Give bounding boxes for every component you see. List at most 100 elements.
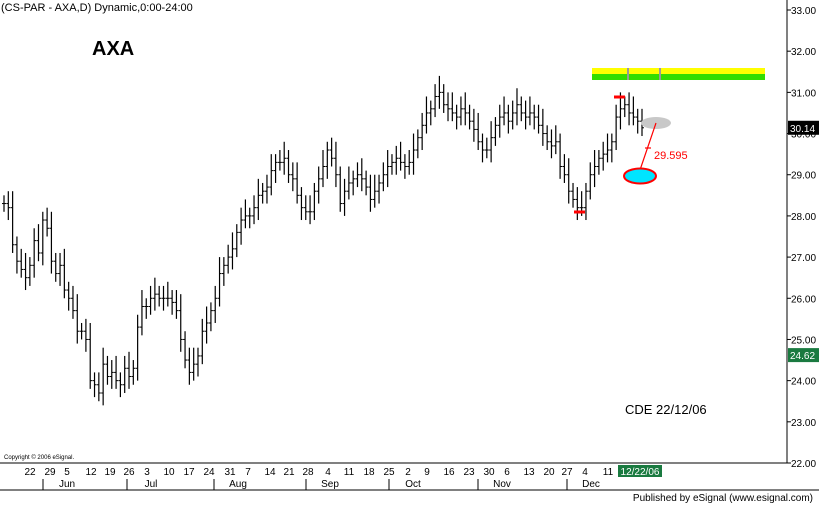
x-day-label: 2 <box>405 467 411 478</box>
ohlc-bar <box>19 248 24 278</box>
ohlc-bar <box>377 174 382 204</box>
x-month-label: Jun <box>59 479 75 490</box>
ohlc-bar <box>402 154 407 179</box>
ohlc-bar <box>96 372 101 402</box>
ohlc-bar <box>325 141 330 179</box>
y-tick-label: 29.00 <box>791 171 816 182</box>
current-price-label: 30.14 <box>790 124 815 135</box>
x-month-label: Oct <box>405 479 421 490</box>
ohlc-bar <box>346 166 351 200</box>
y-tick-label: 27.00 <box>791 253 816 264</box>
x-day-label: 29 <box>44 467 56 478</box>
x-day-label: 17 <box>183 467 195 478</box>
ohlc-bar <box>101 347 106 406</box>
ohlc-bar <box>532 104 537 130</box>
ohlc-bar <box>609 133 614 163</box>
ohlc-bar <box>411 133 416 175</box>
ohlc-bar <box>549 129 554 159</box>
ohlc-bar <box>394 145 399 175</box>
x-day-label: 22 <box>24 467 36 478</box>
ohlc-bar <box>243 199 248 229</box>
ohlc-bar <box>372 174 377 208</box>
band-yellow <box>592 68 765 74</box>
ohlc-bar <box>195 347 200 377</box>
y-tick-label: 24.00 <box>791 377 816 388</box>
ohlc-bar <box>338 166 343 212</box>
x-day-label: 6 <box>504 467 510 478</box>
ohlc-bar <box>282 141 287 175</box>
ohlc-bar <box>131 360 136 385</box>
annotations: 29.595 <box>574 68 765 214</box>
y-tick-label: 33.00 <box>791 6 816 17</box>
ohlc-bar <box>420 112 425 151</box>
ohlc-bar <box>118 372 123 398</box>
ohlc-bar <box>562 154 567 183</box>
ohlc-bar <box>277 150 282 171</box>
ohlc-bar <box>75 294 80 344</box>
ohlc-bar <box>213 285 218 323</box>
ohlc-bar <box>135 314 140 381</box>
ohlc-bar <box>588 162 593 200</box>
ohlc-bar <box>58 252 63 286</box>
ohlc-bar <box>53 252 58 282</box>
x-day-label: 16 <box>443 467 455 478</box>
ohlc-bars <box>2 75 644 406</box>
band-green <box>592 74 765 80</box>
ohlc-bar <box>49 211 54 274</box>
ohlc-bar <box>36 224 41 262</box>
chart-title: AXA <box>92 38 135 60</box>
ohlc-bar <box>571 182 576 208</box>
x-month-label: Dec <box>582 479 600 490</box>
x-day-label: 27 <box>561 467 573 478</box>
x-month-label: Sep <box>321 479 339 490</box>
y-tick-label: 26.00 <box>791 294 816 305</box>
y-tick-label: 30.00 <box>791 130 816 141</box>
chart-header: (CS-PAR - AXA,D) Dynamic,0:00-24:00 <box>1 2 193 14</box>
ohlc-bar <box>635 108 640 134</box>
last-price-label: 24.62 <box>790 351 815 362</box>
ohlc-bar <box>260 182 265 204</box>
ohlc-bar <box>489 121 494 163</box>
ohlc-bar <box>187 347 192 385</box>
ohlc-bar <box>437 75 442 109</box>
ohlc-bar <box>450 92 455 122</box>
ohlc-bar <box>631 96 636 126</box>
cyan-target-ellipse <box>623 167 657 185</box>
y-tick-label: 31.00 <box>791 88 816 99</box>
ohlc-bar <box>351 170 356 196</box>
ohlc-bar <box>480 133 485 163</box>
ohlc-bar <box>627 92 632 126</box>
ohlc-bar <box>122 355 127 393</box>
x-day-label: 12 <box>85 467 97 478</box>
ohlc-bar <box>144 298 149 319</box>
y-tick-label: 32.00 <box>791 47 816 58</box>
x-day-label: 20 <box>543 467 555 478</box>
ohlc-bar <box>428 100 433 126</box>
ohlc-bar <box>79 322 84 340</box>
ohlc-bar <box>191 347 196 381</box>
ohlc-bar <box>583 182 588 221</box>
ohlc-bar <box>385 150 390 188</box>
ohlc-bar <box>226 244 231 274</box>
ohlc-bar <box>536 104 541 134</box>
ohlc-bar <box>299 187 304 221</box>
ohlc-bar <box>454 104 459 130</box>
ohlc-bar <box>575 187 580 221</box>
ohlc-bar <box>471 108 476 142</box>
x-day-label: 3 <box>144 467 150 478</box>
x-day-label: 31 <box>224 467 236 478</box>
ohlc-bar <box>463 92 468 126</box>
ohlc-bar <box>105 355 110 385</box>
ohlc-bar <box>70 285 75 319</box>
ohlc-bar <box>273 154 278 183</box>
ohlc-bar <box>364 170 369 196</box>
ohlc-bar <box>88 322 93 389</box>
y-tick-label: 25.00 <box>791 335 816 346</box>
ohlc-bar <box>558 133 563 179</box>
x-day-label: 24 <box>203 467 215 478</box>
ohlc-bar <box>321 150 325 188</box>
ohlc-bar <box>66 281 71 311</box>
ohlc-bar <box>290 162 295 192</box>
x-month-label: Jul <box>145 479 158 490</box>
